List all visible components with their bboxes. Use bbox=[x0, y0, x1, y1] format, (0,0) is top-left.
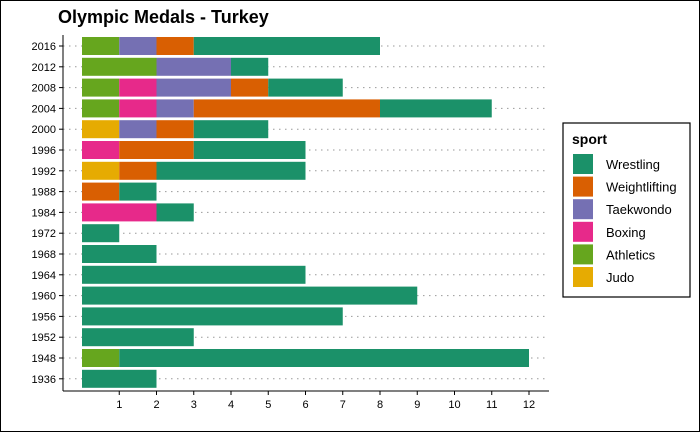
bar-1948-athletics bbox=[82, 349, 120, 367]
x-tick-label: 5 bbox=[265, 399, 271, 411]
y-tick-label: 1952 bbox=[32, 332, 56, 344]
y-tick-label: 1988 bbox=[32, 187, 56, 199]
chart-title: Olympic Medals - Turkey bbox=[58, 7, 269, 27]
x-tick-label: 4 bbox=[228, 399, 234, 411]
legend-swatch-judo bbox=[573, 267, 593, 287]
legend: sport Wrestling Weightlifting Taekwondo Box… bbox=[562, 122, 691, 298]
bar-2008-weightlifting bbox=[231, 78, 269, 97]
y-tick-label: 1964 bbox=[32, 270, 56, 282]
x-tick-label: 7 bbox=[340, 399, 346, 411]
bar-2012-wrestling bbox=[231, 57, 269, 76]
bar-1988-weightlifting bbox=[82, 182, 120, 201]
bar-2012-athletics bbox=[82, 57, 157, 76]
legend-title: sport bbox=[572, 131, 607, 147]
x-tick-label: 12 bbox=[523, 399, 535, 411]
x-tick-label: 8 bbox=[377, 399, 383, 411]
x-tick-label: 10 bbox=[448, 399, 460, 411]
legend-label-boxing: Boxing bbox=[606, 225, 646, 240]
y-tick-label: 2000 bbox=[32, 124, 56, 136]
bar-1996-boxing bbox=[82, 141, 120, 159]
bar-2016-weightlifting bbox=[156, 37, 194, 55]
x-tick-label: 3 bbox=[191, 399, 197, 411]
y-tick-label: 1968 bbox=[32, 249, 56, 261]
bar-2000-taekwondo bbox=[119, 120, 157, 139]
bar-1952-wrestling bbox=[82, 328, 194, 347]
bar-1956-wrestling bbox=[82, 307, 343, 326]
bar-1972-wrestling bbox=[82, 224, 120, 243]
y-tick-label: 1956 bbox=[32, 311, 56, 323]
bar-1968-wrestling bbox=[82, 245, 157, 263]
y-tick-label: 1936 bbox=[32, 374, 56, 386]
legend-label-judo: Judo bbox=[606, 270, 634, 285]
legend-label-athletics: Athletics bbox=[606, 247, 656, 262]
bar-1992-wrestling bbox=[156, 161, 306, 180]
bar-1964-wrestling bbox=[82, 265, 306, 284]
bar-2004-weightlifting bbox=[193, 99, 380, 118]
bar-2004-taekwondo bbox=[156, 99, 194, 118]
bar-1992-judo bbox=[82, 161, 120, 180]
x-tick-label: 2 bbox=[153, 399, 159, 411]
bar-2008-boxing bbox=[119, 78, 157, 97]
bar-2004-boxing bbox=[119, 99, 157, 118]
bars bbox=[82, 37, 529, 388]
legend-swatch-boxing bbox=[573, 221, 593, 242]
bar-1984-boxing bbox=[82, 203, 157, 222]
y-tick-label: 2012 bbox=[32, 62, 56, 74]
legend-swatch-wrestling bbox=[573, 154, 593, 174]
legend-label-taekwondo: Taekwondo bbox=[606, 202, 672, 217]
x-tick-label: 9 bbox=[414, 399, 420, 411]
x-tick-label: 11 bbox=[486, 399, 497, 411]
legend-swatch-weightlifting bbox=[573, 176, 593, 197]
bar-1984-wrestling bbox=[156, 203, 194, 222]
y-tick-label: 1960 bbox=[32, 291, 56, 303]
legend-swatch-athletics bbox=[573, 244, 593, 265]
bar-1996-wrestling bbox=[193, 141, 306, 159]
bar-1996-weightlifting bbox=[119, 141, 194, 159]
y-tick-label: 2008 bbox=[32, 83, 56, 95]
y-tick-label: 1972 bbox=[32, 228, 56, 240]
bar-2016-wrestling bbox=[193, 37, 380, 55]
x-axis: 1 2 3 4 5 6 7 8 9 10 11 12 bbox=[63, 390, 549, 411]
bar-2008-wrestling bbox=[268, 78, 343, 97]
bar-1948-wrestling bbox=[119, 349, 529, 367]
bar-1960-wrestling bbox=[82, 286, 418, 305]
legend-label-weightlifting: Weightlifting bbox=[606, 180, 677, 195]
bar-1936-wrestling bbox=[82, 369, 157, 388]
legend-label-wrestling: Wrestling bbox=[606, 157, 660, 172]
y-tick-label: 2016 bbox=[32, 41, 56, 53]
y-tick-label: 1984 bbox=[32, 207, 56, 219]
y-axis: 2016 2012 2008 2004 2000 1996 1992 1988 1984 1972… bbox=[32, 35, 64, 391]
y-tick-label: 1992 bbox=[32, 166, 56, 178]
bar-2016-athletics bbox=[82, 37, 120, 55]
y-tick-label: 2004 bbox=[32, 103, 56, 115]
bar-1988-wrestling bbox=[119, 182, 157, 201]
x-tick-label: 1 bbox=[116, 399, 122, 411]
legend-swatch-taekwondo bbox=[573, 199, 593, 220]
y-tick-label: 1948 bbox=[32, 353, 56, 365]
bar-2004-athletics bbox=[82, 99, 120, 118]
bar-2004-wrestling bbox=[380, 99, 492, 118]
bar-2000-judo bbox=[82, 120, 120, 139]
x-tick-label: 6 bbox=[302, 399, 308, 411]
bar-2008-taekwondo bbox=[156, 78, 231, 97]
legend-items: Wrestling Weightlifting Taekwondo Boxing Ath… bbox=[573, 154, 677, 287]
bar-2000-weightlifting bbox=[156, 120, 194, 139]
bar-2016-taekwondo bbox=[119, 37, 157, 55]
bar-2008-athletics bbox=[82, 78, 120, 97]
y-tick-label: 1996 bbox=[32, 145, 56, 157]
bar-1992-weightlifting bbox=[119, 161, 157, 180]
bar-2012-taekwondo bbox=[156, 57, 231, 76]
bar-2000-wrestling bbox=[193, 120, 269, 139]
